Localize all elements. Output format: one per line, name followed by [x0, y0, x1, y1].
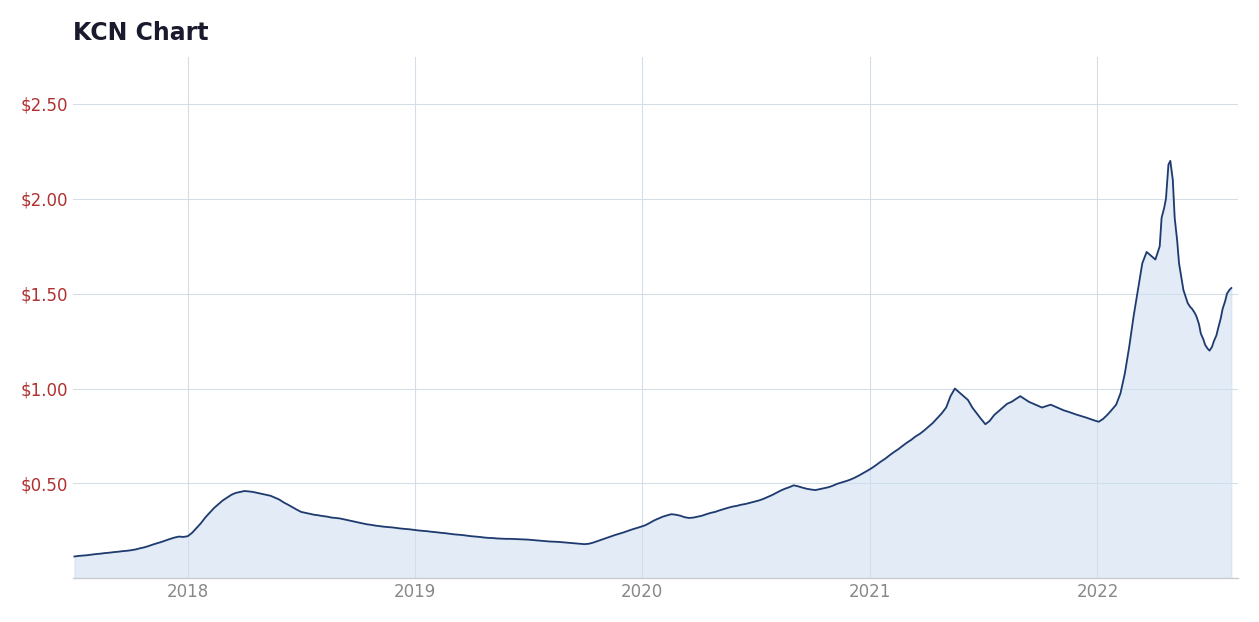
Text: KCN Chart: KCN Chart: [73, 21, 209, 45]
